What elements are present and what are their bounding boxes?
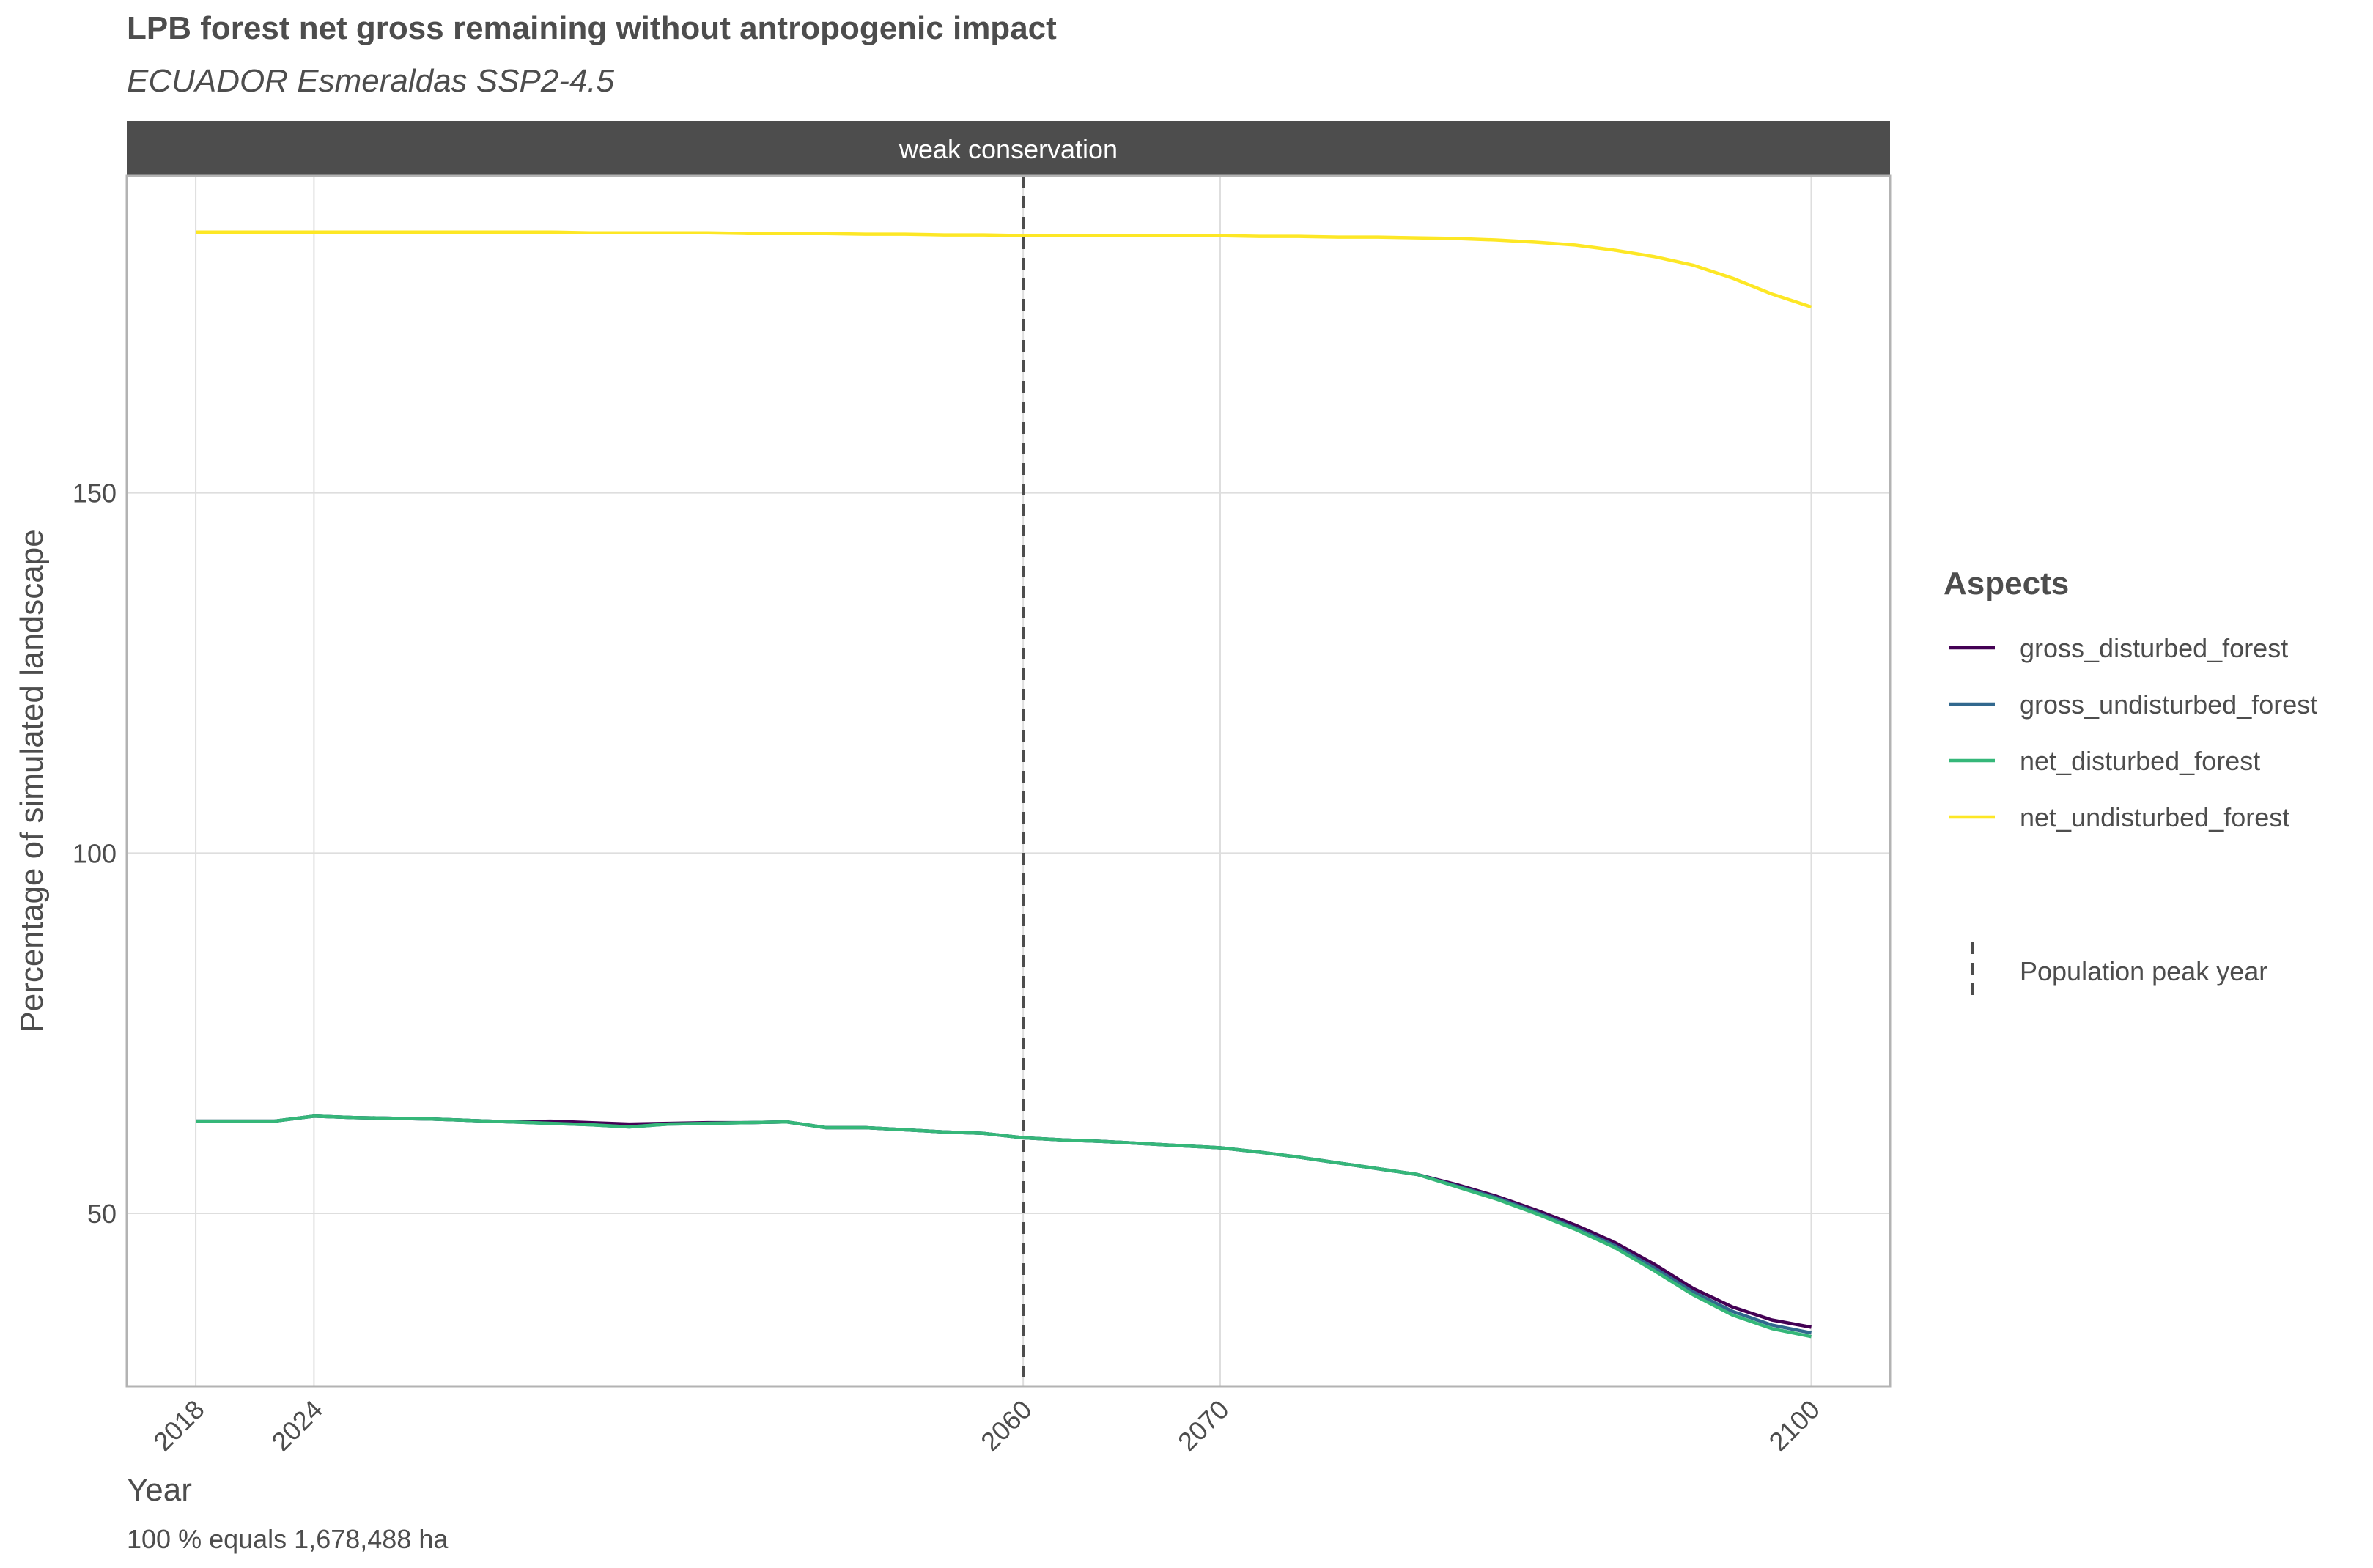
y-tick-label: 150 [73,478,117,509]
legend: Aspects gross_disturbed_forest gross_undi… [1944,566,2317,1001]
chart-title: LPB forest net gross remaining without a… [127,10,1057,46]
series-line-net_disturbed_forest [196,1114,1812,1339]
y-axis-label: Percentage of simulated landscape [14,529,50,1032]
legend-label-gross_disturbed_forest: gross_disturbed_forest [2020,633,2288,663]
x-tick-label: 2018 [147,1394,210,1457]
facet-strip [127,121,1890,176]
y-tick-label: 100 [73,838,117,868]
legend-label-net_undisturbed_forest: net_undisturbed_forest [2020,802,2289,832]
gridlines [127,176,1890,1386]
legend-label-net_disturbed_forest: net_disturbed_forest [2020,746,2260,776]
facet-label: weak conservation [898,134,1118,164]
series-line-net_undisturbed_forest [196,230,1812,309]
chart-caption: 100 % equals 1,678,488 ha [127,1524,449,1554]
x-tick-label: 2060 [975,1394,1038,1457]
y-axis-ticks: 50 100 150 [73,478,117,1229]
legend-label-gross_undisturbed_forest: gross_undisturbed_forest [2020,689,2317,720]
x-tick-label: 2100 [1763,1394,1826,1457]
chart-subtitle: ECUADOR Esmeraldas SSP2-4.5 [127,63,615,99]
legend-label-vline: Population peak year [2020,956,2267,986]
x-axis-label: Year [127,1472,192,1508]
x-tick-label: 2070 [1172,1394,1235,1457]
legend-title: Aspects [1944,566,2069,602]
series-lines [196,230,1812,1339]
x-tick-label: 2024 [265,1394,328,1457]
plot-panel [125,174,1892,1388]
y-tick-label: 50 [87,1199,117,1229]
x-axis-ticks: 2018 2024 2060 2070 2100 [147,1394,1826,1457]
